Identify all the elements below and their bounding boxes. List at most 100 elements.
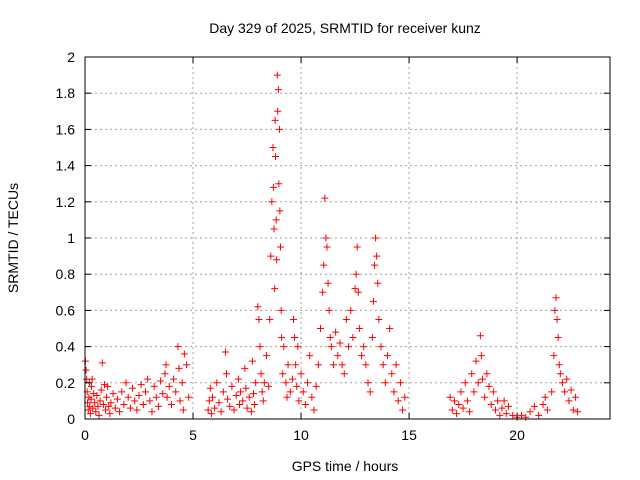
data-point [446, 393, 454, 401]
data-point [176, 397, 184, 405]
data-point [347, 306, 355, 314]
data-point [474, 379, 482, 387]
data-point [455, 401, 463, 409]
data-point [457, 388, 465, 396]
x-tick-label: 20 [509, 427, 525, 443]
data-point [291, 334, 299, 342]
data-point [167, 401, 175, 409]
data-point [345, 343, 353, 351]
data-point [245, 393, 253, 401]
data-point [477, 352, 485, 360]
data-point [502, 410, 510, 418]
data-point [228, 382, 236, 390]
data-point [230, 406, 238, 414]
data-point [232, 391, 240, 399]
data-point [554, 334, 562, 342]
data-point [326, 334, 334, 342]
data-point [165, 382, 173, 390]
data-point [450, 397, 458, 405]
data-point [255, 315, 263, 323]
data-point [364, 379, 372, 387]
data-point [175, 364, 183, 372]
data-point [172, 388, 180, 396]
data-point [476, 332, 484, 340]
x-tick-label: 0 [81, 427, 89, 443]
data-point [479, 375, 487, 383]
data-point [483, 370, 491, 378]
data-point [571, 393, 579, 401]
data-point [254, 303, 262, 311]
series-srmtid [81, 71, 582, 421]
data-point [274, 107, 282, 115]
data-point [563, 375, 571, 383]
data-point [271, 285, 279, 293]
data-point [111, 404, 119, 412]
data-point [88, 375, 96, 383]
data-point [329, 361, 337, 369]
data-point [124, 393, 132, 401]
data-point [401, 393, 409, 401]
data-point [280, 343, 288, 351]
data-point [106, 410, 114, 418]
data-point [90, 390, 98, 398]
data-point [295, 397, 303, 405]
data-point [126, 404, 134, 412]
data-point [569, 406, 577, 414]
data-point [86, 402, 94, 410]
data-point [148, 408, 156, 416]
data-point [504, 402, 512, 410]
data-point [555, 361, 563, 369]
data-point [319, 288, 327, 296]
data-point [180, 350, 188, 358]
data-point [159, 390, 167, 398]
data-point [268, 198, 276, 206]
data-point [453, 410, 461, 418]
data-point [242, 384, 250, 392]
data-point [262, 352, 270, 360]
data-point [116, 408, 124, 416]
data-point [118, 388, 126, 396]
x-axis-label: GPS time / hours [292, 458, 399, 474]
data-point [163, 393, 171, 401]
data-point [481, 393, 489, 401]
chart-title: Day 329 of 2025, SRMTID for receiver kun… [209, 20, 481, 36]
data-point [243, 404, 251, 412]
data-point [144, 375, 152, 383]
data-point [491, 406, 499, 414]
data-point [259, 397, 267, 405]
data-point [217, 408, 225, 416]
data-point [551, 306, 559, 314]
ticks-layer: 00.20.40.60.811.21.41.61.820 5 10 15 20 [56, 49, 610, 443]
data-point [274, 86, 282, 94]
data-point [338, 361, 346, 369]
data-point [224, 395, 232, 403]
data-point [86, 410, 94, 418]
data-point [543, 406, 551, 414]
data-point [500, 397, 508, 405]
data-point [304, 379, 312, 387]
y-tick-label: 1.6 [56, 121, 76, 137]
data-point [113, 395, 121, 403]
data-point [84, 406, 92, 414]
data-point [308, 393, 316, 401]
data-point [320, 261, 328, 269]
data-point [283, 393, 291, 401]
data-point [468, 370, 476, 378]
data-point [179, 406, 187, 414]
data-point [157, 377, 165, 385]
data-point [372, 234, 380, 242]
data-point [204, 406, 212, 414]
data-point [282, 379, 290, 387]
data-point [269, 183, 277, 191]
data-point [539, 401, 547, 409]
data-point [137, 381, 145, 389]
data-point [448, 406, 456, 414]
data-point [325, 306, 333, 314]
data-point [226, 402, 234, 410]
data-point [334, 352, 342, 360]
data-point [276, 207, 284, 215]
data-point [362, 361, 370, 369]
data-point [565, 397, 573, 405]
y-tick-label: 1.2 [56, 194, 76, 210]
data-point [496, 411, 504, 419]
